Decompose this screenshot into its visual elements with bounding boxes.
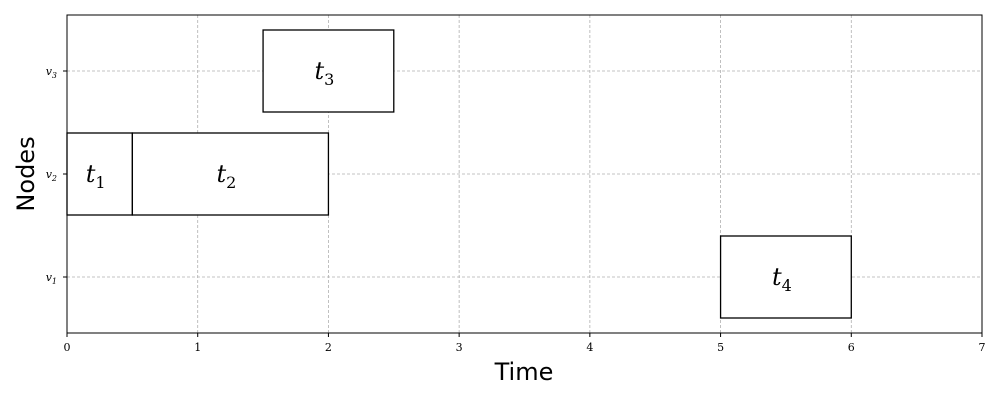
x-tick-label: 0 [64,341,71,354]
task-bar-t3 [262,29,395,113]
y-tick-label-v2: v2 [46,168,57,183]
x-tick-label: 2 [325,341,332,354]
x-tick-label: 5 [717,341,724,354]
task-bar-t4 [719,235,852,319]
y-axis-ticks: v1 v2 v3 [46,65,67,286]
y-tick-label-v1: v1 [46,271,57,286]
x-tick-label: 6 [848,341,855,354]
x-tick-label: 7 [979,341,986,354]
task-bar-t2 [131,132,330,216]
y-tick-label-v3: v3 [46,65,57,80]
task-bar-t1 [66,132,134,216]
x-tick-label: 3 [456,341,463,354]
x-tick-label: 4 [586,341,593,354]
x-tick-label: 1 [194,341,201,354]
y-axis-title: Nodes [12,136,40,211]
x-axis-title: Time [494,358,554,386]
x-axis-ticks: 0 1 2 3 4 5 6 7 [64,333,986,354]
